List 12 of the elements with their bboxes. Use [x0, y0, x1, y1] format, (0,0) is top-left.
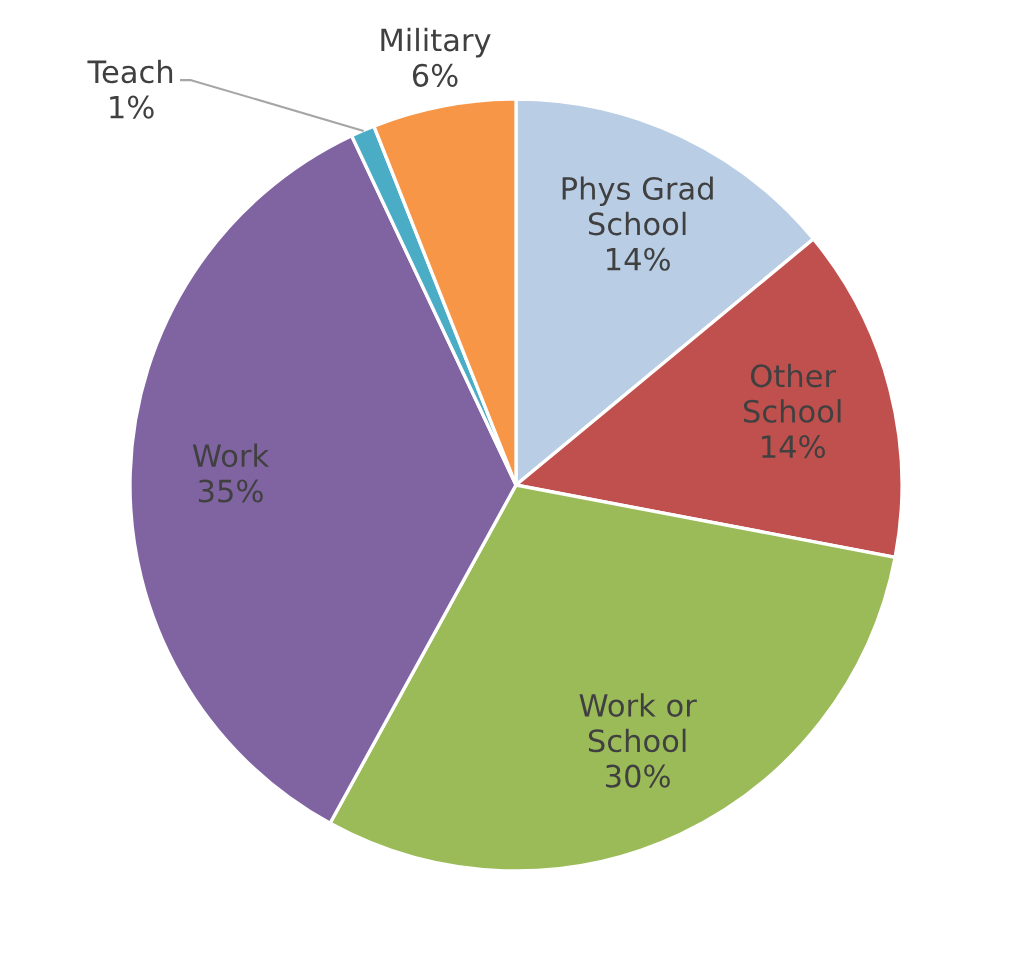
slice-label: Teach: [87, 59, 173, 84]
slice-label: Work: [192, 443, 270, 468]
slice-label: Military: [381, 27, 491, 58]
data-label: 14%: [762, 435, 825, 459]
slice-label: Other School: [743, 363, 841, 423]
data-label: 1%: [110, 95, 154, 119]
data-label: 35%: [198, 479, 263, 503]
slice-label: Phys Grad School: [562, 176, 713, 236]
data-label: 14%: [607, 247, 670, 271]
data-label: 6%: [412, 63, 458, 87]
slice-label: Work or School: [579, 693, 697, 753]
data-label: 30%: [605, 764, 670, 788]
